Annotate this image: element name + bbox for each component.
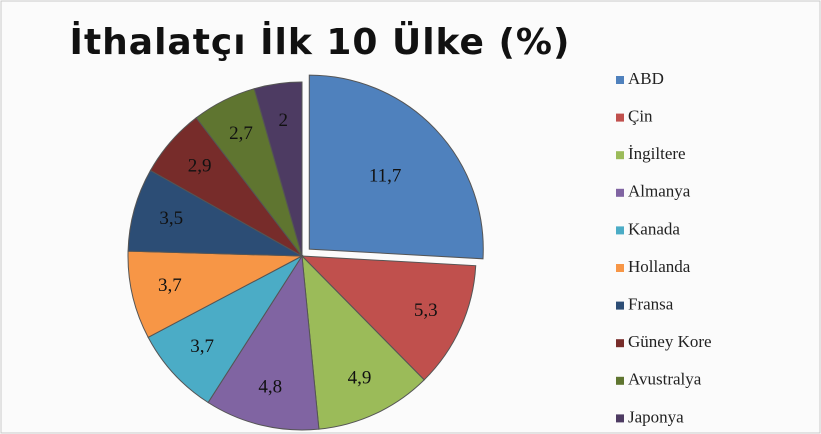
legend-label: Avustralya <box>628 370 702 389</box>
data-label: 11,7 <box>369 166 402 187</box>
legend-swatch <box>616 188 624 197</box>
pie-slice <box>207 254 320 431</box>
legend-label: Japonya <box>628 407 684 426</box>
legend-label: Kanada <box>628 219 680 238</box>
legend-swatch <box>616 151 624 160</box>
legend-label: İngiltere <box>628 144 686 163</box>
legend-swatch <box>616 301 624 310</box>
legend-swatch <box>616 414 624 423</box>
legend-label: Güney Kore <box>628 332 712 351</box>
chart-title: İthalatçı İlk 10 Ülke (%) <box>70 21 571 63</box>
data-label: 3,7 <box>158 275 182 296</box>
data-label: 3,5 <box>159 208 183 229</box>
legend-swatch <box>616 226 624 235</box>
legend-swatch <box>616 339 624 348</box>
pie-slice <box>308 74 484 260</box>
pie-slice <box>147 254 304 404</box>
data-label: 3,7 <box>190 336 214 357</box>
data-label: 4,8 <box>258 376 282 397</box>
legend-label: Çin <box>628 107 653 126</box>
data-label: 2 <box>278 110 288 131</box>
legend-label: ABD <box>628 69 664 88</box>
data-label: 2,9 <box>188 155 212 176</box>
pie-slice <box>300 255 477 381</box>
legend-label: Hollanda <box>628 257 691 276</box>
data-label: 4,9 <box>348 367 372 388</box>
legend-label: Almanya <box>628 182 691 201</box>
pie-slice <box>253 81 303 257</box>
data-label: 5,3 <box>414 300 438 321</box>
legend-swatch <box>616 76 624 84</box>
data-label: 2,7 <box>229 123 253 144</box>
legend-swatch <box>616 376 624 385</box>
legend-swatch <box>616 264 624 272</box>
pie-slice <box>127 250 304 339</box>
pie-slice <box>301 254 425 430</box>
legend-label: Fransa <box>628 295 674 314</box>
legend-swatch <box>616 113 624 122</box>
